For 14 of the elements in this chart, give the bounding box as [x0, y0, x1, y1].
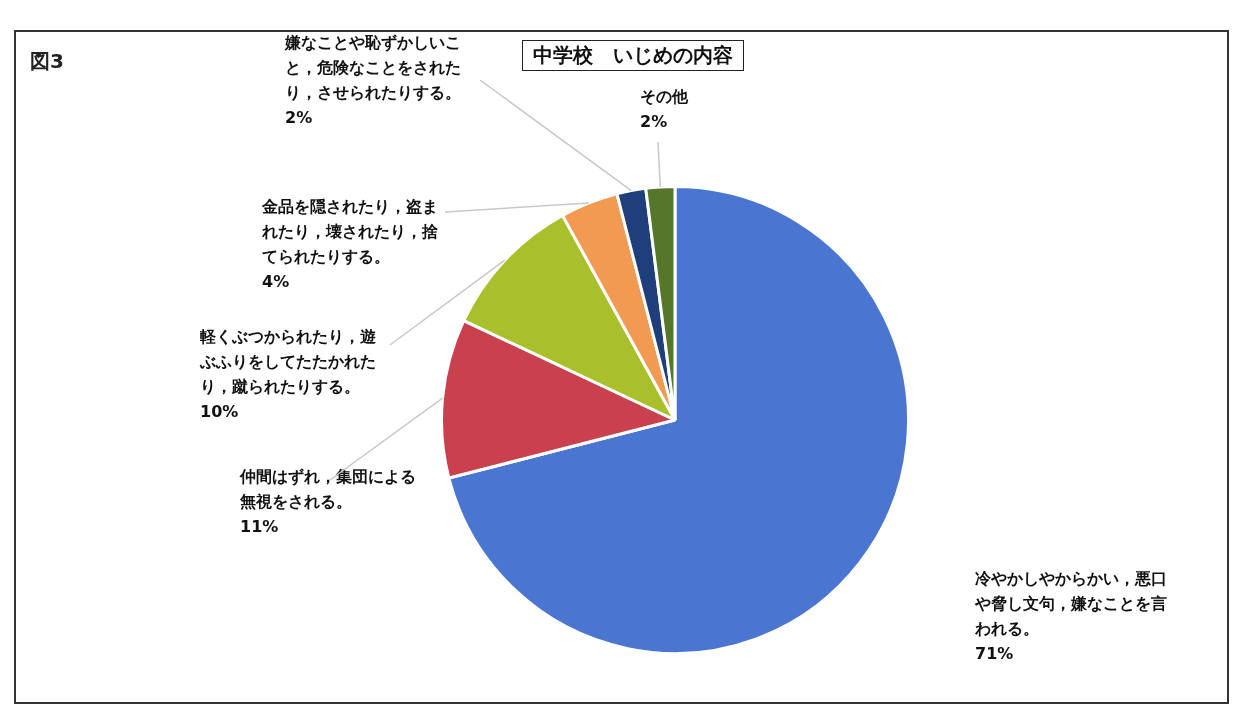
text: 中学校 いじめの内容 — [522, 40, 744, 71]
slice-label: 金品を隠されたり，盗まれたり，壊されたり，捨てられたりする。 — [261, 197, 439, 267]
data-label: 4% — [262, 272, 290, 292]
slice-label: 嫌なことや恥ずかしいこと，危険なことをされたり，させられたりする。 — [284, 33, 461, 103]
slice-label: その他 — [640, 87, 689, 107]
slice-label: 仲間はずれ，集団による無視をされる。 — [239, 467, 416, 512]
data-label: 10% — [200, 402, 239, 422]
data-label: 71% — [975, 644, 1014, 664]
slice-label: 軽くぶつかられたり，遊ぶふりをしてたたかれたり，蹴られたりする。 — [199, 327, 377, 397]
caption: 図3 — [30, 48, 64, 75]
data-label: 11% — [240, 517, 279, 537]
data-label: 2% — [640, 112, 668, 132]
slice-label: 冷やかしやからかい，悪口や脅し文句，嫌なことを言われる。 — [974, 569, 1167, 639]
data-label: 2% — [285, 108, 313, 128]
